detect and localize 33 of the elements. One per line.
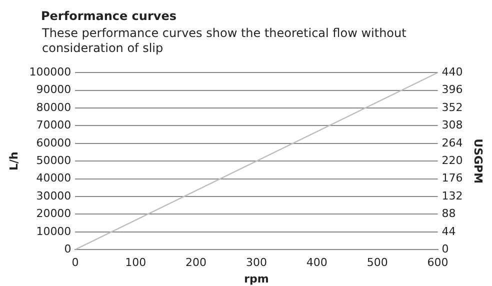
y2-tick-label: 0 <box>442 242 449 256</box>
chart-title: Performance curves <box>41 9 176 23</box>
y-tick-label: 20000 <box>36 207 72 220</box>
y-tick-label: 90000 <box>36 83 72 96</box>
y2-axis-title: USGPM <box>472 138 485 184</box>
y2-tick-label: 308 <box>442 118 463 132</box>
y-tick-label: 70000 <box>36 118 72 132</box>
y-tick-label: 80000 <box>36 100 72 114</box>
x-tick-label: 200 <box>186 256 207 270</box>
x-tick-label: 100 <box>125 256 146 270</box>
x-tick-label: 500 <box>366 256 388 270</box>
x-tick-label: 300 <box>246 256 267 270</box>
y2-tick-label: 220 <box>442 154 463 167</box>
y-tick-label: 10000 <box>36 224 72 238</box>
y-tick-label: 0 <box>64 242 72 256</box>
y2-tick-label: 44 <box>442 224 456 238</box>
y-tick-label: 50000 <box>36 154 72 167</box>
chart-subtitle: These performance curves show the theoretical flow without consideration of slip <box>42 26 408 56</box>
y-tick-label: 30000 <box>36 189 72 202</box>
y2-tick-label: 352 <box>442 100 463 114</box>
y-tick-label: 100000 <box>29 65 72 78</box>
x-tick-label: 600 <box>427 256 448 270</box>
y2-tick-label: 264 <box>442 136 463 150</box>
x-axis-title: rpm <box>244 272 269 286</box>
y2-tick-label: 396 <box>442 83 463 96</box>
y-axis-title: L/h <box>7 152 20 171</box>
y2-tick-label: 88 <box>442 207 456 220</box>
y-tick-label: 60000 <box>36 136 72 150</box>
x-tick-label: 400 <box>306 256 328 270</box>
y2-tick-label: 176 <box>442 172 463 185</box>
y2-tick-label: 132 <box>442 189 463 202</box>
y2-tick-label: 440 <box>442 65 463 78</box>
y-tick-label: 40000 <box>36 172 72 185</box>
